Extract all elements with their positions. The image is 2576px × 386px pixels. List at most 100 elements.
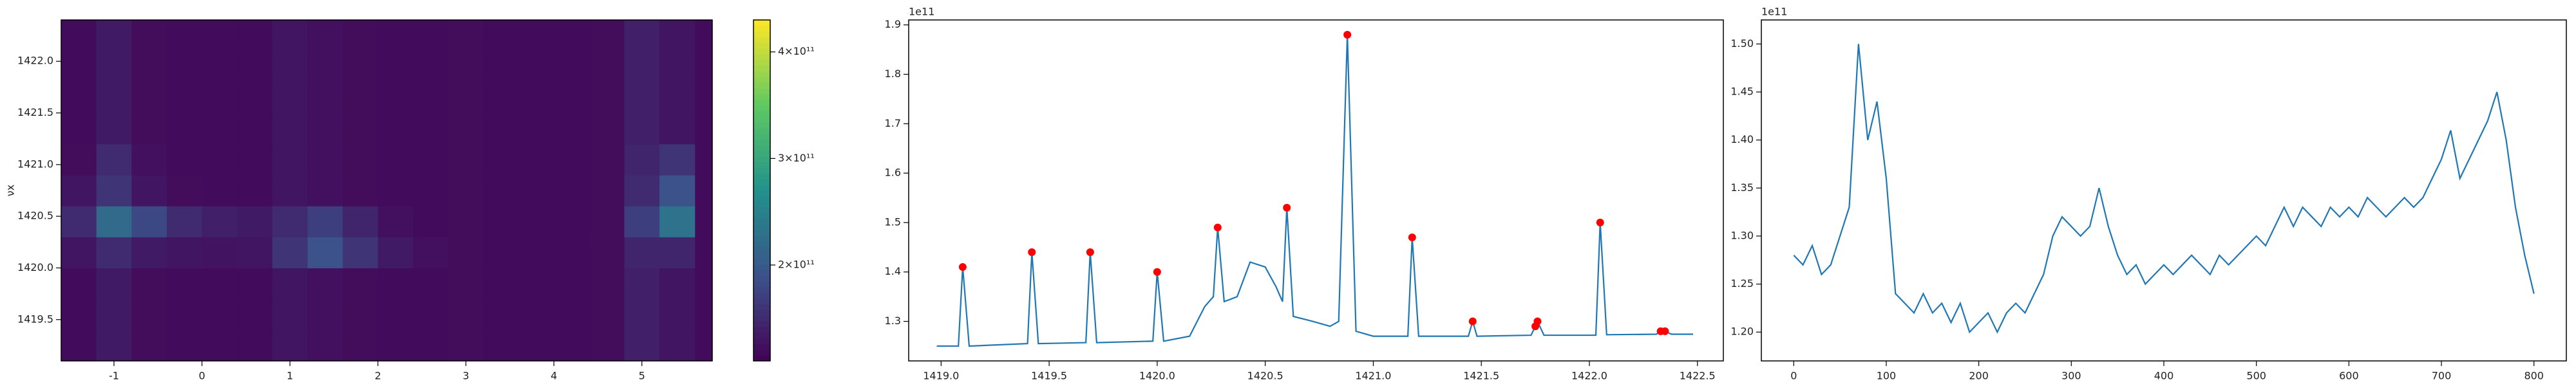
colorbar-segment <box>753 275 770 282</box>
heatmap-cell <box>237 20 273 51</box>
heatmap-cell <box>166 206 203 237</box>
data-line <box>936 35 1694 347</box>
colorbar-segment <box>753 349 770 356</box>
peak-marker <box>1028 248 1036 257</box>
colorbar-segment <box>753 259 770 265</box>
heatmap-cell <box>377 299 414 331</box>
heatmap-cell <box>518 20 554 51</box>
heatmap-cell <box>589 143 625 176</box>
heatmap-cell <box>307 299 343 331</box>
x-tick-label: 0 <box>199 370 205 382</box>
peak-marker <box>1661 327 1669 335</box>
x-tick-label: 1420.0 <box>1139 370 1175 382</box>
heatmap-cell <box>413 329 449 361</box>
colorbar-segment <box>753 247 770 253</box>
colorbar-segment <box>753 59 770 66</box>
heatmap-cell <box>413 268 449 300</box>
heatmap-cell <box>343 143 379 176</box>
heatmap-cell <box>96 143 132 176</box>
heatmap-cell <box>518 82 554 114</box>
heatmap-cell <box>96 299 132 331</box>
heatmap-cell <box>624 268 660 300</box>
x-tick-label: 600 <box>2339 370 2359 382</box>
peak-marker <box>1213 223 1222 232</box>
heatmap-cell <box>166 299 203 331</box>
heatmap-cell <box>237 82 273 114</box>
heatmap-cell <box>202 20 238 51</box>
heatmap-cell <box>343 299 379 331</box>
heatmap-cell <box>166 143 203 176</box>
heatmap-cell <box>483 174 520 207</box>
heatmap-cell <box>61 51 97 82</box>
heatmap-cell <box>237 206 273 237</box>
heatmap-cell <box>413 20 449 51</box>
colorbar-segment <box>753 173 770 179</box>
heatmap-cell <box>377 329 414 361</box>
y-tick-label: 1.3 <box>885 315 901 327</box>
colorbar-segment <box>753 93 770 100</box>
heatmap-cell <box>554 82 590 114</box>
heatmap-cell <box>96 113 132 145</box>
heatmap-cell <box>624 299 660 331</box>
heatmap-cell <box>202 51 238 82</box>
y-tick-label: 1.30 <box>1730 229 1754 241</box>
colorbar-segment <box>753 304 770 310</box>
heatmap-cell <box>518 206 554 237</box>
y-tick-label: 1422.0 <box>17 55 53 67</box>
heatmap-cell <box>61 174 97 207</box>
heatmap-cell <box>554 20 590 51</box>
heatmap-cell <box>237 268 273 300</box>
axes-frame <box>1761 19 2567 362</box>
plot-area <box>936 31 1694 347</box>
x-tick-label: 1419.5 <box>1031 370 1067 382</box>
colorbar-segment <box>753 65 770 71</box>
colorbar-segment <box>753 105 770 111</box>
heatmap-cell <box>377 206 414 237</box>
heatmap-cell <box>272 51 308 82</box>
heatmap-cell <box>237 237 273 269</box>
y-tick-label: 1420.5 <box>17 210 53 222</box>
heatmap-cell <box>483 237 520 269</box>
colorbar-segment <box>753 344 770 350</box>
heatmap-cell <box>589 82 625 114</box>
heatmap-cell <box>166 329 203 361</box>
colorbar-frame <box>753 19 771 362</box>
heatmap-cell <box>624 237 660 269</box>
heatmap-cell <box>237 174 273 207</box>
heatmap-cell <box>483 82 520 114</box>
heatmap-cell <box>131 51 167 82</box>
heatmap-cell <box>448 329 484 361</box>
heatmap-cell <box>659 329 696 361</box>
colorbar-segment <box>753 133 770 140</box>
heatmap-cell <box>448 82 484 114</box>
colorbar-segment <box>753 270 770 276</box>
heatmap-cell <box>96 206 132 237</box>
heatmap-cell <box>202 268 238 300</box>
heatmap-cell <box>448 51 484 82</box>
colorbar-segment <box>753 293 770 299</box>
heatmap-cell <box>202 299 238 331</box>
y-tick-label: 1.40 <box>1730 133 1754 145</box>
heatmap-cell <box>659 82 696 114</box>
heatmap-cell <box>624 174 660 207</box>
heatmap-cell <box>307 20 343 51</box>
colorbar-segment <box>753 42 770 49</box>
heatmap-cell <box>237 299 273 331</box>
heatmap-cell <box>96 268 132 300</box>
heatmap-cell <box>448 20 484 51</box>
heatmap-cell <box>272 20 308 51</box>
colorbar-segment <box>753 127 770 134</box>
x-tick-label: 4 <box>551 370 557 382</box>
x-tick-label: 0 <box>1790 370 1797 382</box>
y-tick-label: 1.6 <box>885 167 901 179</box>
heatmap-cell <box>343 82 379 114</box>
colorbar-segment <box>753 71 770 77</box>
heatmap-cell <box>307 268 343 300</box>
heatmap-cell <box>448 299 484 331</box>
colorbar-segment <box>753 321 770 327</box>
heatmap-cell <box>589 51 625 82</box>
heatmap-cell <box>448 237 484 269</box>
y-tick-label: 1421.0 <box>17 158 53 170</box>
peak-marker <box>1086 248 1094 257</box>
